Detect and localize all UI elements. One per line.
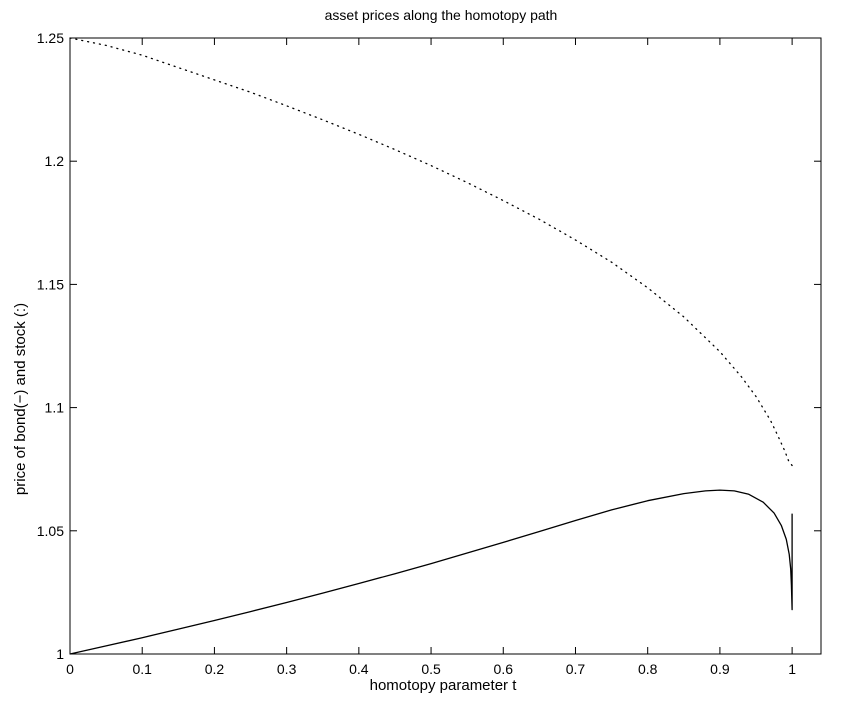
axes-box <box>69 37 822 655</box>
bond-price-line <box>69 489 793 655</box>
x-tick-label: 0.6 <box>494 661 514 677</box>
x-tick-label: 0.9 <box>710 661 730 677</box>
x-tick-label: 0.2 <box>205 661 225 677</box>
x-tick-label: 0.7 <box>566 661 586 677</box>
x-tick-label: 0 <box>66 661 74 677</box>
y-tick-label: 1.1 <box>45 400 65 416</box>
y-tick-label: 1.2 <box>45 153 65 169</box>
x-tick-label: 0.3 <box>277 661 297 677</box>
y-tick-label: 1.05 <box>37 523 64 539</box>
series-layer <box>69 37 793 655</box>
stock-price-line <box>69 37 793 467</box>
x-tick-label: 0.8 <box>638 661 658 677</box>
x-axis-label: homotopy parameter t <box>370 677 518 694</box>
plot-area <box>69 37 822 655</box>
y-axis: 1 1.05 1.1 1.15 1.2 1.25 <box>37 30 821 662</box>
y-axis-label: price of bond(−) and stock (:) <box>12 303 29 495</box>
x-tick-label: 0.4 <box>349 661 369 677</box>
y-tick-label: 1 <box>56 646 64 662</box>
y-tick-label: 1.15 <box>37 276 64 292</box>
x-tick-label: 0.5 <box>421 661 441 677</box>
chart-title: asset prices along the homotopy path <box>325 7 558 23</box>
x-tick-label: 1 <box>788 661 796 677</box>
y-tick-label: 1.25 <box>37 30 64 46</box>
x-tick-label: 0.1 <box>132 661 152 677</box>
x-axis: 0 0.1 0.2 0.3 0.4 0.5 0.6 0.7 0.8 0.9 1 <box>66 38 796 677</box>
